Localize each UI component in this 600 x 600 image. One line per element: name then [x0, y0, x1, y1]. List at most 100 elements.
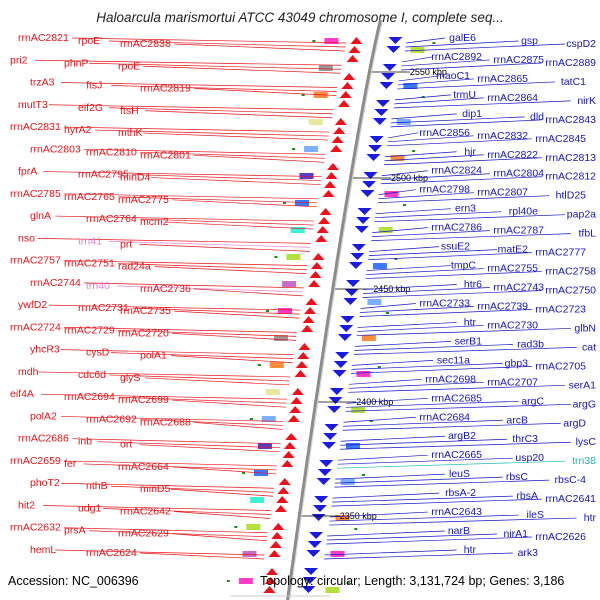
gene-leader-line — [139, 444, 280, 453]
gene-label-right: htr — [464, 544, 477, 556]
feature-tick — [346, 582, 350, 584]
gene-leader-line — [378, 192, 474, 200]
reverse-gene-arrow — [324, 424, 339, 431]
reverse-gene-arrow — [368, 145, 383, 152]
forward-gene-arrow — [334, 118, 347, 125]
gene-leader-line — [400, 62, 542, 71]
feature-block-left — [250, 497, 265, 503]
gene-label-right: serB1 — [455, 335, 483, 347]
gene-leader-line — [329, 514, 519, 522]
gene-label-right: dip1 — [462, 108, 482, 120]
gene-label-right: rbsA-2 — [445, 487, 476, 499]
gene-leader-line — [340, 438, 508, 446]
gene-leader-line — [324, 552, 513, 560]
feature-block-left — [257, 443, 272, 449]
gene-leader-line — [356, 328, 571, 336]
gene-leader-line — [384, 154, 484, 162]
gene-label-right: rrnAC2864 — [487, 92, 538, 104]
gene-label-left: fprA — [18, 166, 37, 178]
gene-leader-line — [332, 492, 440, 499]
reverse-gene-arrow — [386, 46, 401, 53]
gene-leader-line — [48, 304, 301, 311]
gene-label-right: rrnAC2875 — [493, 54, 544, 66]
reverse-gene-arrow — [376, 100, 390, 107]
gene-leader-line — [378, 189, 416, 196]
feature-tick — [362, 474, 365, 476]
feature-block-right — [367, 299, 382, 305]
gene-leader-line — [72, 438, 281, 445]
forward-gene-arrow — [264, 577, 277, 584]
gene-leader-line — [362, 287, 490, 294]
reverse-gene-arrow — [335, 352, 350, 359]
gene-label-left: rrnAC2819 — [140, 83, 191, 95]
gene-leader-line — [174, 511, 271, 519]
gene-leader-line — [401, 59, 490, 67]
gene-leader-line — [64, 193, 318, 200]
gene-leader-line — [111, 352, 294, 360]
gene-leader-line — [394, 94, 451, 101]
gene-leader-line — [377, 195, 550, 204]
forward-gene-arrow — [268, 550, 281, 557]
forward-gene-arrow — [304, 307, 316, 314]
gene-label-left: rrnAC2731 — [78, 302, 129, 314]
gene-label-right: maoC1 — [436, 70, 470, 82]
gene-leader-line — [145, 377, 290, 386]
gene-leader-line — [328, 517, 577, 526]
feature-block-left — [242, 551, 257, 557]
gene-leader-line — [334, 479, 550, 488]
feature-block-left — [308, 119, 323, 125]
feature-tick — [377, 366, 381, 368]
reverse-gene-arrow — [333, 361, 348, 368]
reverse-gene-arrow — [312, 505, 327, 512]
gene-label-left: fer — [64, 458, 77, 470]
gene-label-right: rpl40e — [509, 206, 538, 218]
scale-label: 2350 kbp — [340, 511, 377, 521]
gene-label-left: rrnAC2735 — [120, 305, 171, 317]
reverse-gene-arrow — [372, 118, 387, 125]
gene-label-right: tfbL — [578, 228, 596, 240]
reverse-gene-arrow — [360, 190, 375, 197]
gene-leader-line — [339, 441, 571, 450]
gene-leader-line — [64, 460, 278, 467]
gene-leader-line — [350, 366, 532, 374]
gene-label-left: rrnAC2624 — [86, 547, 137, 559]
feature-tick — [249, 418, 253, 420]
gene-label-left: rrnAC2785 — [10, 188, 61, 200]
gene-label-right: rrnAC2807 — [477, 187, 528, 199]
gene-label-left: rrnAC2736 — [140, 283, 191, 295]
gene-label-left: minD4 — [120, 172, 151, 184]
gene-leader-line — [172, 199, 317, 208]
reverse-gene-arrow — [340, 316, 355, 323]
forward-gene-arrow — [266, 568, 278, 575]
gene-label-left: rrnAC2629 — [118, 528, 169, 540]
gene-leader-line — [343, 416, 416, 423]
gene-leader-line — [326, 533, 498, 541]
gene-label-right: rrnAC2643 — [431, 506, 482, 518]
gene-leader-line — [43, 505, 271, 511]
gene-label-left: rrnAC2659 — [10, 455, 61, 467]
gene-label-right: rrnAC2730 — [487, 319, 538, 331]
gene-leader-line — [380, 176, 542, 185]
feature-tick — [274, 256, 278, 258]
reverse-gene-arrow — [323, 433, 338, 440]
gene-label-left: polA2 — [30, 410, 57, 422]
gene-leader-line — [357, 325, 484, 332]
gene-label-left: rrnAC2720 — [118, 327, 169, 339]
gene-leader-line — [391, 113, 457, 120]
gene-leader-line — [143, 65, 341, 74]
gene-label-right: htlD25 — [556, 190, 587, 202]
forward-gene-arrow — [289, 406, 302, 413]
gene-leader-line — [89, 62, 342, 70]
reverse-gene-arrow — [327, 406, 342, 413]
gene-label-right: rrnAC2889 — [545, 57, 596, 69]
feature-block-left — [324, 38, 339, 44]
gene-leader-line — [172, 333, 297, 341]
gene-leader-line — [406, 37, 446, 44]
gene-label-right: rrnAC2685 — [431, 392, 482, 404]
reverse-gene-arrow — [357, 208, 372, 215]
forward-gene-arrow — [322, 190, 335, 197]
gene-leader-line — [393, 100, 571, 109]
reverse-gene-arrow — [344, 289, 359, 296]
gene-label-left: rrnAC2688 — [140, 416, 191, 428]
gene-leader-line — [397, 81, 556, 90]
